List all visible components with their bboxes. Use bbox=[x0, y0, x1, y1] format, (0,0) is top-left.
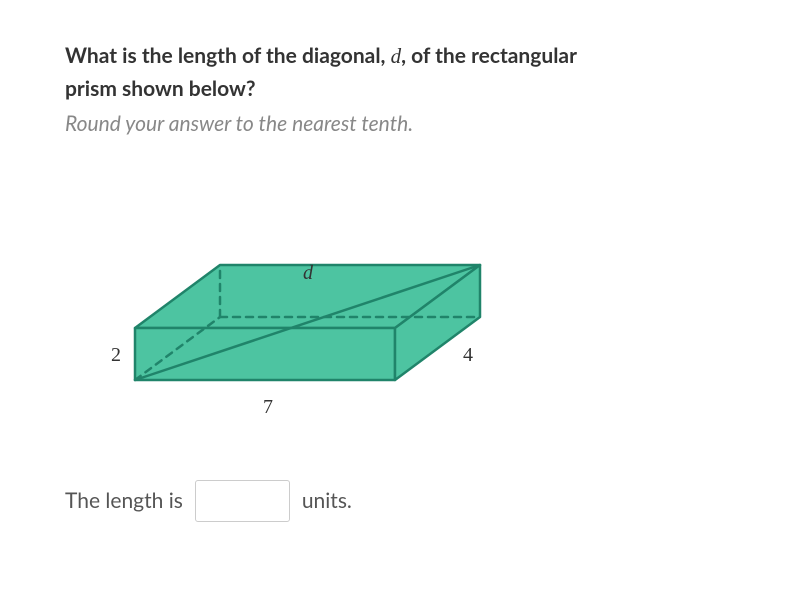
answer-prefix: The length is bbox=[65, 488, 183, 513]
question-instruction: Round your answer to the nearest tenth. bbox=[65, 108, 735, 140]
prism-svg bbox=[85, 200, 505, 420]
question-text-post: , of the rectangular bbox=[401, 43, 577, 68]
answer-suffix: units. bbox=[302, 488, 352, 513]
question-block: What is the length of the diagonal, d, o… bbox=[65, 40, 735, 140]
height-label: 2 bbox=[111, 344, 121, 367]
question-line-2: prism shown below? bbox=[65, 73, 735, 105]
question-text-pre: What is the length of the diagonal, bbox=[65, 43, 391, 68]
answer-row: The length is units. bbox=[65, 480, 735, 522]
width-label: 4 bbox=[463, 344, 473, 367]
figure-area: 2 4 7 d bbox=[65, 200, 735, 420]
prism-figure: 2 4 7 d bbox=[85, 200, 505, 420]
length-label: 7 bbox=[263, 396, 273, 419]
diagonal-label: d bbox=[303, 262, 313, 285]
answer-input[interactable] bbox=[195, 480, 290, 522]
question-variable: d bbox=[391, 44, 402, 68]
question-line-1: What is the length of the diagonal, d, o… bbox=[65, 40, 735, 73]
